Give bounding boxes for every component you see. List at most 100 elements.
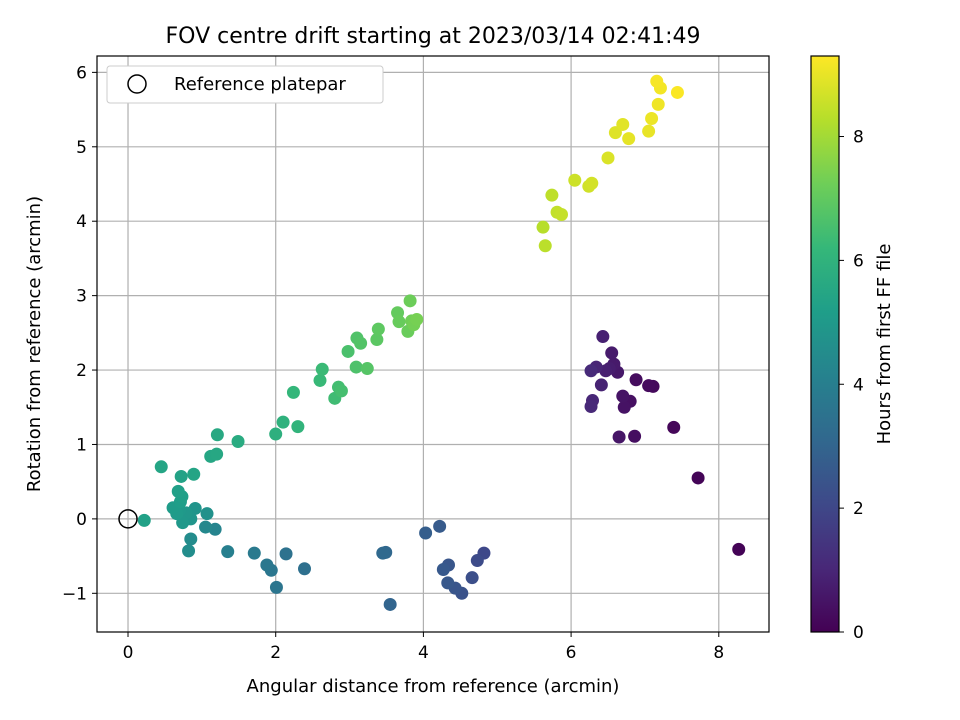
data-point — [286, 385, 300, 399]
data-point — [616, 389, 630, 403]
colorbar-tick-label: 2 — [853, 499, 864, 519]
data-point — [383, 597, 397, 611]
data-point — [651, 97, 665, 111]
x-tick-label: 6 — [566, 643, 577, 663]
data-point — [199, 520, 213, 534]
x-tick-label: 0 — [123, 643, 134, 663]
data-point — [247, 546, 261, 560]
data-point — [171, 484, 185, 498]
legend-box — [106, 65, 384, 104]
reference-platepar-marker — [118, 509, 138, 529]
chart-title: FOV centre drift starting at 2023/03/14 … — [166, 24, 701, 49]
colorbar-tick-label: 4 — [853, 375, 864, 395]
y-tick-label: 4 — [76, 212, 87, 232]
data-point — [596, 330, 610, 344]
y-tick-label: 2 — [76, 361, 87, 381]
data-point — [341, 344, 355, 358]
y-axis-label: Rotation from reference (arcmin) — [24, 196, 45, 492]
data-point — [650, 74, 664, 88]
data-point — [231, 434, 245, 448]
data-point — [617, 400, 631, 414]
data-point — [410, 312, 424, 326]
x-tick-label: 8 — [713, 643, 724, 663]
y-tick-label: 1 — [76, 435, 87, 455]
data-point — [465, 571, 479, 585]
plot-frame — [96, 55, 770, 633]
y-tick-label: −1 — [62, 584, 87, 604]
data-point — [584, 364, 598, 378]
data-point — [392, 315, 406, 329]
data-point — [642, 124, 656, 138]
data-point — [670, 85, 684, 99]
colorbar-ticks: 0 2 4 6 8 — [839, 128, 864, 643]
data-point — [433, 519, 447, 533]
data-point — [538, 239, 552, 253]
colorbar-label: Hours from first FF file — [874, 244, 895, 445]
data-point — [187, 467, 201, 481]
data-point — [645, 112, 659, 126]
data-point — [585, 176, 599, 190]
data-point — [554, 208, 568, 222]
data-point — [441, 576, 455, 590]
y-tick-label: 3 — [76, 287, 87, 307]
data-point — [536, 220, 550, 234]
data-point — [291, 420, 305, 434]
y-axis-ticks: −1 0 1 2 3 4 5 6 — [62, 63, 97, 604]
colorbar-tick-label: 8 — [853, 128, 864, 148]
data-point — [419, 526, 433, 540]
colorbar — [810, 55, 840, 633]
data-point — [269, 580, 283, 594]
legend-label: Reference platepar — [174, 74, 346, 95]
data-point — [629, 373, 643, 387]
x-tick-label: 4 — [418, 643, 429, 663]
data-point — [349, 360, 363, 374]
data-point — [174, 469, 188, 483]
data-point — [210, 428, 224, 442]
colorbar-tick-label: 0 — [853, 623, 864, 643]
data-point — [568, 173, 582, 187]
data-point — [137, 513, 151, 527]
data-point — [470, 554, 484, 568]
data-points — [137, 74, 746, 611]
data-point — [154, 460, 168, 474]
data-point — [403, 294, 417, 308]
grid-lines — [97, 56, 769, 632]
y-tick-label: 0 — [76, 510, 87, 530]
y-tick-label: 5 — [76, 138, 87, 158]
data-point — [354, 336, 368, 350]
data-point — [200, 507, 214, 521]
data-point — [313, 373, 327, 387]
colorbar-tick-label: 6 — [853, 251, 864, 271]
data-point — [269, 427, 283, 441]
data-point — [334, 384, 348, 398]
data-point — [298, 562, 312, 576]
data-point — [315, 362, 329, 376]
data-point — [732, 542, 746, 556]
data-point — [612, 430, 626, 444]
x-axis-ticks: 0 2 4 6 8 — [123, 632, 724, 663]
data-point — [691, 471, 705, 485]
x-tick-label: 2 — [270, 643, 281, 663]
data-point — [260, 558, 274, 572]
data-point — [279, 547, 293, 561]
data-point — [184, 532, 198, 546]
data-point — [436, 562, 450, 576]
data-point — [221, 545, 235, 559]
data-point — [601, 151, 615, 165]
data-point — [622, 132, 636, 146]
data-point — [370, 333, 384, 347]
data-point — [182, 544, 196, 558]
data-point — [545, 188, 559, 202]
data-point — [584, 400, 598, 414]
plot-area — [97, 56, 769, 632]
data-point — [371, 322, 385, 336]
data-point — [360, 362, 374, 376]
data-point — [616, 117, 630, 131]
data-point — [667, 420, 681, 434]
y-tick-label: 6 — [76, 63, 87, 83]
x-axis-label: Angular distance from reference (arcmin) — [247, 676, 620, 697]
legend: Reference platepar — [106, 65, 384, 104]
data-point — [628, 429, 642, 443]
legend-open-circle-icon — [127, 74, 147, 94]
